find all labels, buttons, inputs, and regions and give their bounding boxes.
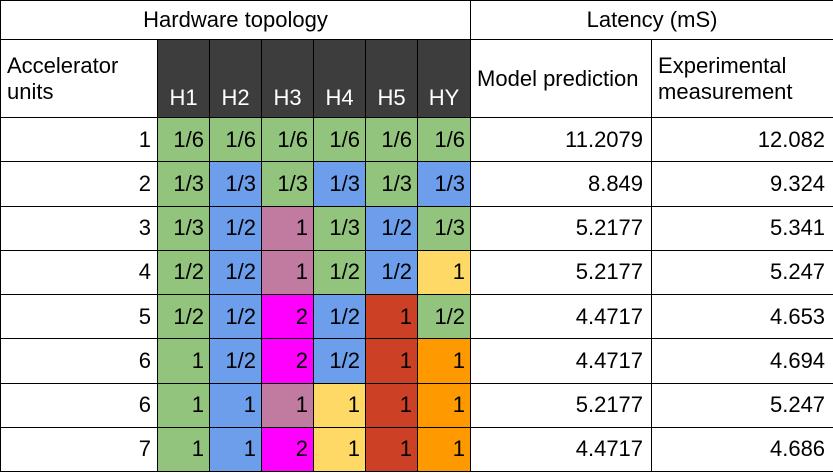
table-row: 2 1/3 1/3 1/3 1/3 1/3 1/3 8.849 9.324 (0, 161, 833, 207)
model-prediction-header: Model prediction (470, 39, 653, 118)
topology-cell-h1: 1 (157, 382, 210, 428)
topology-cell-h4: 1 (313, 382, 366, 428)
topology-cell-h3: 2 (261, 426, 314, 473)
topology-cell-h3: 1 (261, 249, 314, 296)
topology-cell-h1: 1 (157, 426, 210, 473)
experimental-measurement-cell: 12.082 (651, 116, 833, 163)
topology-cell-h1: 1/2 (157, 249, 210, 296)
topology-cell-h3: 2 (261, 338, 314, 384)
topology-cell-h4: 1/3 (313, 161, 366, 207)
topology-cell-h5: 1/3 (365, 161, 418, 207)
table-body: 1 1/6 1/6 1/6 1/6 1/6 1/6 11.2079 12.082 2 1/3 1/3 1… (0, 116, 833, 473)
group-header-row: Hardware topology Latency (mS) (0, 0, 833, 40)
model-prediction-cell: 4.4717 (470, 293, 653, 340)
topology-cell-h2: 1/2 (209, 249, 262, 296)
topology-cell-h3: 1/6 (261, 116, 314, 163)
experimental-measurement-cell: 9.324 (651, 161, 833, 207)
topology-cell-h3: 1 (261, 205, 314, 251)
model-prediction-cell: 8.849 (470, 161, 653, 207)
accelerator-units-cell: 2 (0, 161, 158, 207)
topology-cell-h4: 1/6 (313, 116, 366, 163)
topology-cell-h2: 1/3 (209, 161, 262, 207)
model-prediction-cell: 5.2177 (470, 249, 653, 296)
topology-cell-h5: 1 (365, 382, 418, 428)
topology-cell-h3: 1 (261, 382, 314, 428)
table-row: 4 1/2 1/2 1 1/2 1/2 1 5.2177 5.247 (0, 249, 833, 296)
topology-cell-h5: 1 (365, 293, 418, 340)
table-row: 6 1 1 1 1 1 1 5.2177 5.247 (0, 382, 833, 428)
experimental-measurement-cell: 4.653 (651, 293, 833, 340)
topology-cell-h2: 1/2 (209, 338, 262, 384)
accelerator-units-cell: 4 (0, 249, 158, 296)
topology-cell-h5: 1 (365, 426, 418, 473)
topology-cell-hy: 1/3 (416, 161, 472, 207)
accelerator-units-cell: 5 (0, 293, 158, 340)
accelerator-units-header: Accelerator units (0, 39, 158, 118)
topology-cell-h2: 1/2 (209, 205, 262, 251)
model-prediction-cell: 5.2177 (470, 382, 653, 428)
accelerator-units-cell: 7 (0, 426, 158, 473)
accelerator-units-cell: 6 (0, 382, 158, 428)
topology-cell-hy: 1/3 (416, 205, 472, 251)
topology-cell-h4: 1/2 (313, 249, 366, 296)
topology-cell-h5: 1 (365, 338, 418, 384)
experimental-measurement-cell: 5.341 (651, 205, 833, 251)
topology-cell-h1: 1/2 (157, 293, 210, 340)
topology-cell-h3: 1/3 (261, 161, 314, 207)
topology-cell-h5: 1/2 (365, 249, 418, 296)
topology-cell-h5: 1/6 (365, 116, 418, 163)
accelerator-units-cell: 3 (0, 205, 158, 251)
topology-cell-hy: 1/2 (416, 293, 472, 340)
hy-header: HY (416, 39, 472, 118)
topology-cell-h1: 1/3 (157, 205, 210, 251)
topology-cell-h2: 1 (209, 426, 262, 473)
table-row: 5 1/2 1/2 2 1/2 1 1/2 4.4717 4.653 (0, 293, 833, 340)
topology-cell-h2: 1 (209, 382, 262, 428)
hardware-topology-header: Hardware topology (0, 0, 472, 40)
topology-cell-hy: 1 (416, 382, 472, 428)
column-header-row: Accelerator units H1 H2 H3 H4 H5 HY Mode… (0, 39, 833, 118)
experimental-measurement-cell: 5.247 (651, 382, 833, 428)
experimental-measurement-cell: 5.247 (651, 249, 833, 296)
model-prediction-cell: 5.2177 (470, 205, 653, 251)
topology-cell-hy: 1 (416, 338, 472, 384)
h2-header: H2 (209, 39, 262, 118)
h1-header: H1 (157, 39, 210, 118)
h5-header: H5 (365, 39, 418, 118)
topology-cell-h2: 1/2 (209, 293, 262, 340)
table-row: 6 1 1/2 2 1/2 1 1 4.4717 4.694 (0, 338, 833, 384)
topology-cell-hy: 1 (416, 249, 472, 296)
topology-cell-h1: 1 (157, 338, 210, 384)
table-row: 1 1/6 1/6 1/6 1/6 1/6 1/6 11.2079 12.082 (0, 116, 833, 163)
experimental-measurement-cell: 4.694 (651, 338, 833, 384)
topology-cell-h5: 1/2 (365, 205, 418, 251)
topology-cell-h1: 1/6 (157, 116, 210, 163)
topology-cell-h4: 1/2 (313, 293, 366, 340)
topology-cell-h4: 1/3 (313, 205, 366, 251)
table-row: 3 1/3 1/2 1 1/3 1/2 1/3 5.2177 5.341 (0, 205, 833, 251)
topology-cell-h4: 1/2 (313, 338, 366, 384)
topology-cell-hy: 1/6 (416, 116, 472, 163)
h3-header: H3 (261, 39, 314, 118)
topology-cell-h1: 1/3 (157, 161, 210, 207)
topology-cell-h2: 1/6 (209, 116, 262, 163)
topology-cell-h3: 2 (261, 293, 314, 340)
topology-cell-h4: 1 (313, 426, 366, 473)
model-prediction-cell: 11.2079 (470, 116, 653, 163)
experimental-measurement-cell: 4.686 (651, 426, 833, 473)
accelerator-units-cell: 6 (0, 338, 158, 384)
latency-header: Latency (mS) (470, 0, 833, 40)
experimental-measurement-header: Experimental measurement (651, 39, 833, 118)
table-row: 7 1 1 2 1 1 1 4.4717 4.686 (0, 426, 833, 473)
h4-header: H4 (313, 39, 366, 118)
model-prediction-cell: 4.4717 (470, 338, 653, 384)
topology-cell-hy: 1 (416, 426, 472, 473)
model-prediction-cell: 4.4717 (470, 426, 653, 473)
accelerator-units-cell: 1 (0, 116, 158, 163)
